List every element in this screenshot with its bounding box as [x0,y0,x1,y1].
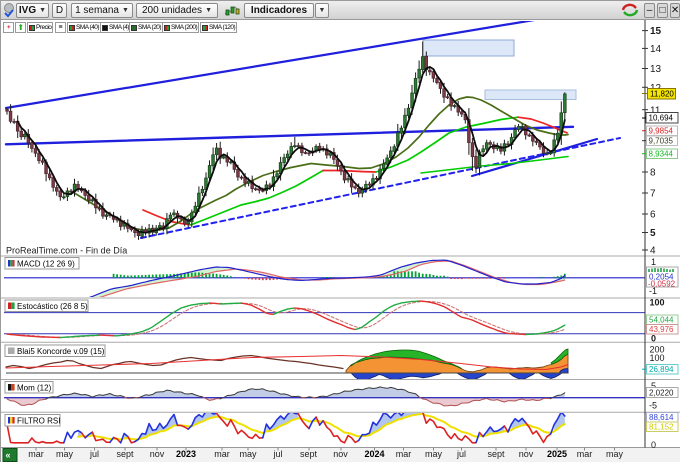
svg-text:0,2054: 0,2054 [649,273,674,282]
svg-text:mar: mar [28,449,44,459]
svg-text:sept: sept [116,449,134,459]
svg-text:88,614: 88,614 [649,413,674,422]
svg-text:FILTRO RSI: FILTRO RSI [17,417,60,426]
svg-text:100: 100 [650,353,665,363]
svg-text:8: 8 [650,168,656,179]
svg-text:Mom (12): Mom (12) [17,384,52,393]
svg-text:11: 11 [650,105,661,116]
svg-text:-0,0592: -0,0592 [648,279,676,288]
svg-text:jul: jul [456,449,466,459]
svg-text:may: may [606,449,624,459]
svg-text:54,044: 54,044 [649,316,674,325]
svg-text:10,694: 10,694 [649,114,674,123]
svg-text:may: may [239,449,257,459]
svg-text:-5: -5 [649,401,657,411]
svg-text:MACD (12 26 9): MACD (12 26 9) [17,260,75,269]
svg-text:sept: sept [487,449,505,459]
svg-text:11,820: 11,820 [650,90,674,99]
svg-text:may: may [425,449,443,459]
svg-text:9,9854: 9,9854 [649,127,674,136]
svg-text:13: 13 [650,64,662,75]
svg-text:mar: mar [577,449,593,459]
svg-text:0: 0 [651,334,656,344]
svg-text:1: 1 [651,257,656,267]
svg-text:81,152: 81,152 [649,423,674,432]
svg-text:6: 6 [650,210,656,221]
svg-text:-1: -1 [649,286,657,296]
svg-text:5: 5 [650,228,656,239]
svg-text:4: 4 [650,246,656,257]
svg-text:43,976: 43,976 [649,325,674,334]
svg-text:2023: 2023 [176,449,196,459]
svg-text:may: may [56,449,74,459]
svg-text:nov: nov [519,449,534,459]
svg-text:mar: mar [214,449,230,459]
svg-text:2025: 2025 [547,449,567,459]
svg-text:26,894: 26,894 [649,365,674,374]
svg-text:0: 0 [651,440,656,450]
svg-text:ProRealTime.com - Fin de Día: ProRealTime.com - Fin de Día [6,246,127,256]
svg-text:9,7035: 9,7035 [649,137,674,146]
svg-text:«: « [6,450,11,460]
svg-text:5: 5 [651,381,656,391]
svg-text:nov: nov [333,449,348,459]
svg-text:8,9344: 8,9344 [649,150,674,159]
svg-text:100: 100 [650,298,665,308]
svg-text:15: 15 [650,26,662,37]
svg-text:sept: sept [300,449,318,459]
svg-text:mar: mar [396,449,412,459]
svg-text:Blai5 Koncorde v.09 (15): Blai5 Koncorde v.09 (15) [17,347,105,356]
svg-text:14: 14 [650,44,662,55]
svg-text:2,0220: 2,0220 [649,389,674,398]
svg-text:jul: jul [272,449,282,459]
svg-text:7: 7 [650,189,656,200]
svg-text:200: 200 [650,345,665,355]
svg-text:nov: nov [150,449,165,459]
svg-text:2024: 2024 [364,449,384,459]
svg-text:Estocástico (26 8 5): Estocástico (26 8 5) [17,302,88,311]
svg-text:jul: jul [89,449,99,459]
